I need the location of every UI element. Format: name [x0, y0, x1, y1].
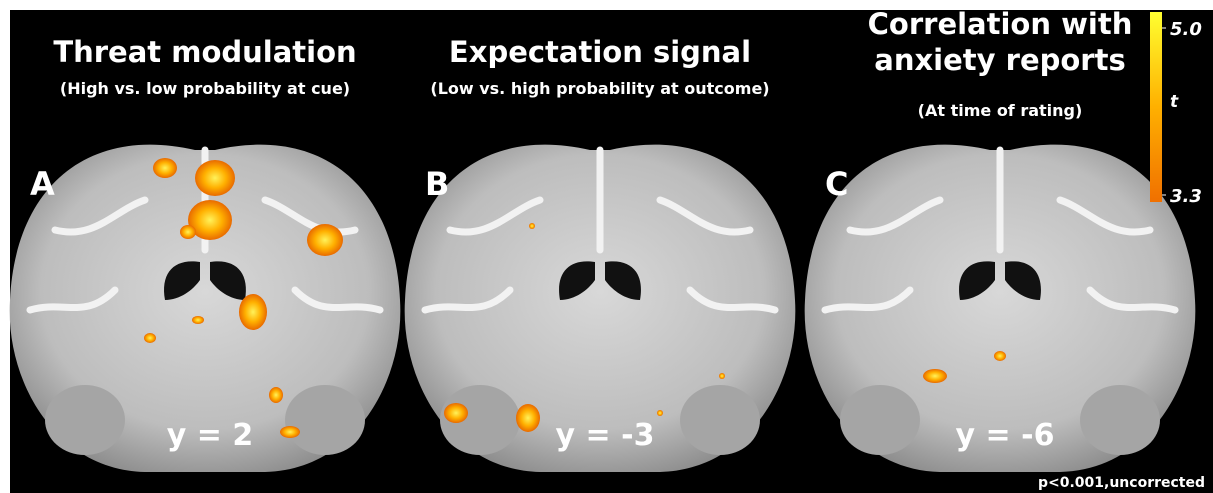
- colorbar-tick-label: 3.3: [1170, 186, 1202, 207]
- activation-blob: [239, 294, 267, 330]
- activation-blob: [444, 403, 468, 423]
- activation-blob: [144, 333, 156, 343]
- activation-blob: [307, 224, 343, 256]
- slice-label: y = -6: [956, 418, 1055, 453]
- activation-blob: [516, 404, 540, 432]
- colorbar-tick-label: 5.0: [1170, 19, 1202, 40]
- panel-title: Correlation with: [868, 7, 1133, 41]
- activation-blob: [657, 410, 663, 416]
- slice-label: y = 2: [167, 418, 253, 453]
- activation-blob: [180, 225, 196, 239]
- colorbar: [1150, 12, 1162, 202]
- panel-letter: C: [825, 165, 848, 203]
- activation-blob: [529, 223, 535, 229]
- activation-blob: [923, 369, 947, 383]
- panel-title: anxiety reports: [874, 43, 1125, 77]
- activation-blob: [719, 373, 725, 379]
- figure: Threat modulation (High vs. low probabili…: [0, 0, 1213, 493]
- panel-subtitle: (At time of rating): [918, 101, 1083, 120]
- activation-blob: [280, 426, 300, 438]
- panel-title: Expectation signal: [449, 35, 751, 69]
- footnote: p<0.001,uncorrected: [1038, 475, 1205, 491]
- activation-blob: [153, 158, 177, 178]
- panel-subtitle: (Low vs. high probability at outcome): [430, 79, 769, 98]
- panel-subtitle: (High vs. low probability at cue): [60, 79, 350, 98]
- activation-blob: [269, 387, 283, 403]
- activation-blob: [195, 160, 235, 196]
- activation-blob: [192, 316, 204, 324]
- temporal-region: [680, 385, 760, 455]
- slice-label: y = -3: [556, 418, 655, 453]
- panel-letter: B: [425, 165, 449, 203]
- activation-blob: [994, 351, 1006, 361]
- panel-letter: A: [30, 165, 55, 203]
- temporal-region: [1080, 385, 1160, 455]
- panel-title: Threat modulation: [53, 35, 356, 69]
- colorbar-label: t: [1170, 92, 1179, 112]
- temporal-region: [285, 385, 365, 455]
- temporal-region: [840, 385, 920, 455]
- temporal-region: [45, 385, 125, 455]
